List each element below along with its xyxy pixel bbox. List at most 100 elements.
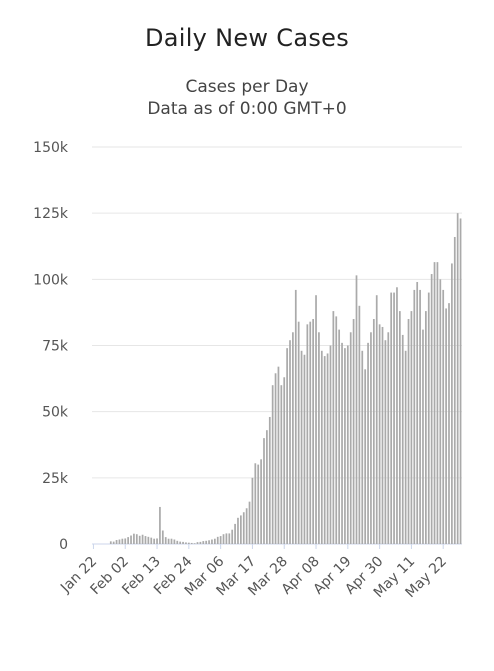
bar[interactable]	[459, 218, 462, 544]
bar[interactable]	[318, 332, 320, 544]
bar[interactable]	[372, 319, 375, 544]
bar[interactable]	[196, 542, 199, 544]
bar[interactable]	[422, 329, 424, 544]
bar[interactable]	[375, 295, 378, 544]
bar[interactable]	[127, 537, 129, 544]
bar[interactable]	[141, 534, 144, 544]
bar[interactable]	[266, 430, 268, 544]
bar[interactable]	[130, 535, 132, 544]
bar[interactable]	[190, 542, 193, 544]
bar[interactable]	[268, 416, 271, 544]
bar[interactable]	[144, 536, 147, 544]
bar[interactable]	[199, 541, 202, 544]
bar[interactable]	[237, 517, 239, 544]
bar[interactable]	[381, 326, 384, 544]
bar[interactable]	[228, 533, 231, 544]
bar[interactable]	[245, 508, 248, 544]
bar[interactable]	[156, 538, 158, 544]
bar[interactable]	[425, 311, 427, 544]
bar[interactable]	[164, 537, 167, 544]
bar[interactable]	[300, 350, 303, 544]
bar[interactable]	[430, 274, 433, 544]
bar[interactable]	[277, 366, 280, 544]
bar[interactable]	[448, 303, 450, 544]
bar[interactable]	[419, 289, 421, 544]
bar[interactable]	[150, 537, 153, 544]
bar[interactable]	[303, 354, 306, 544]
bar[interactable]	[124, 538, 127, 544]
bar[interactable]	[346, 345, 349, 545]
bar[interactable]	[387, 332, 390, 544]
bar[interactable]	[219, 536, 222, 544]
bar[interactable]	[445, 308, 447, 544]
bar[interactable]	[248, 501, 251, 544]
bar[interactable]	[410, 311, 413, 544]
bar[interactable]	[208, 540, 210, 544]
bar[interactable]	[335, 316, 338, 544]
bar[interactable]	[283, 377, 286, 544]
bar[interactable]	[384, 340, 387, 544]
bar[interactable]	[211, 539, 213, 545]
bar[interactable]	[439, 279, 442, 544]
bar[interactable]	[216, 536, 219, 544]
bar[interactable]	[292, 332, 294, 544]
bar[interactable]	[121, 538, 124, 544]
bar[interactable]	[289, 340, 291, 544]
bar[interactable]	[436, 262, 439, 544]
bar[interactable]	[153, 538, 156, 544]
bar[interactable]	[109, 541, 112, 544]
bar[interactable]	[234, 523, 236, 544]
bar[interactable]	[182, 541, 184, 544]
bar[interactable]	[173, 539, 176, 545]
bar[interactable]	[341, 342, 343, 544]
bar[interactable]	[193, 543, 196, 544]
bar[interactable]	[370, 332, 372, 544]
bar[interactable]	[349, 332, 352, 544]
bar[interactable]	[112, 541, 115, 544]
bar[interactable]	[263, 438, 265, 544]
bar[interactable]	[320, 350, 323, 544]
bar[interactable]	[398, 311, 401, 544]
bar[interactable]	[378, 324, 381, 544]
bar[interactable]	[257, 464, 260, 544]
bar[interactable]	[393, 292, 395, 544]
bar[interactable]	[187, 542, 190, 544]
bar[interactable]	[280, 385, 283, 544]
bar[interactable]	[260, 459, 262, 544]
bar[interactable]	[213, 538, 216, 544]
bar[interactable]	[315, 295, 317, 544]
bar[interactable]	[205, 540, 208, 544]
bar[interactable]	[326, 353, 329, 544]
bar[interactable]	[294, 289, 297, 544]
bar[interactable]	[138, 535, 141, 544]
bar[interactable]	[202, 541, 205, 544]
bar[interactable]	[390, 292, 393, 544]
bar[interactable]	[222, 534, 225, 544]
bar[interactable]	[338, 329, 341, 544]
bar[interactable]	[251, 477, 254, 544]
bar[interactable]	[161, 530, 164, 545]
bar[interactable]	[167, 538, 170, 544]
bar[interactable]	[286, 348, 288, 544]
bar[interactable]	[364, 369, 367, 544]
bar[interactable]	[159, 506, 161, 544]
bar[interactable]	[367, 342, 369, 544]
bar[interactable]	[231, 529, 234, 544]
bar[interactable]	[401, 334, 404, 544]
bar[interactable]	[225, 533, 228, 544]
bar[interactable]	[442, 289, 445, 544]
bar[interactable]	[332, 311, 335, 544]
bar[interactable]	[407, 319, 410, 544]
bar[interactable]	[115, 540, 118, 544]
bar[interactable]	[133, 533, 135, 544]
bar[interactable]	[416, 281, 419, 544]
bar[interactable]	[413, 289, 416, 544]
bar[interactable]	[240, 515, 242, 544]
bar[interactable]	[309, 321, 312, 544]
bar[interactable]	[271, 385, 274, 544]
bar[interactable]	[456, 213, 459, 545]
bar[interactable]	[135, 534, 138, 544]
bar[interactable]	[453, 236, 456, 545]
bar[interactable]	[396, 287, 398, 544]
bar[interactable]	[358, 305, 361, 544]
